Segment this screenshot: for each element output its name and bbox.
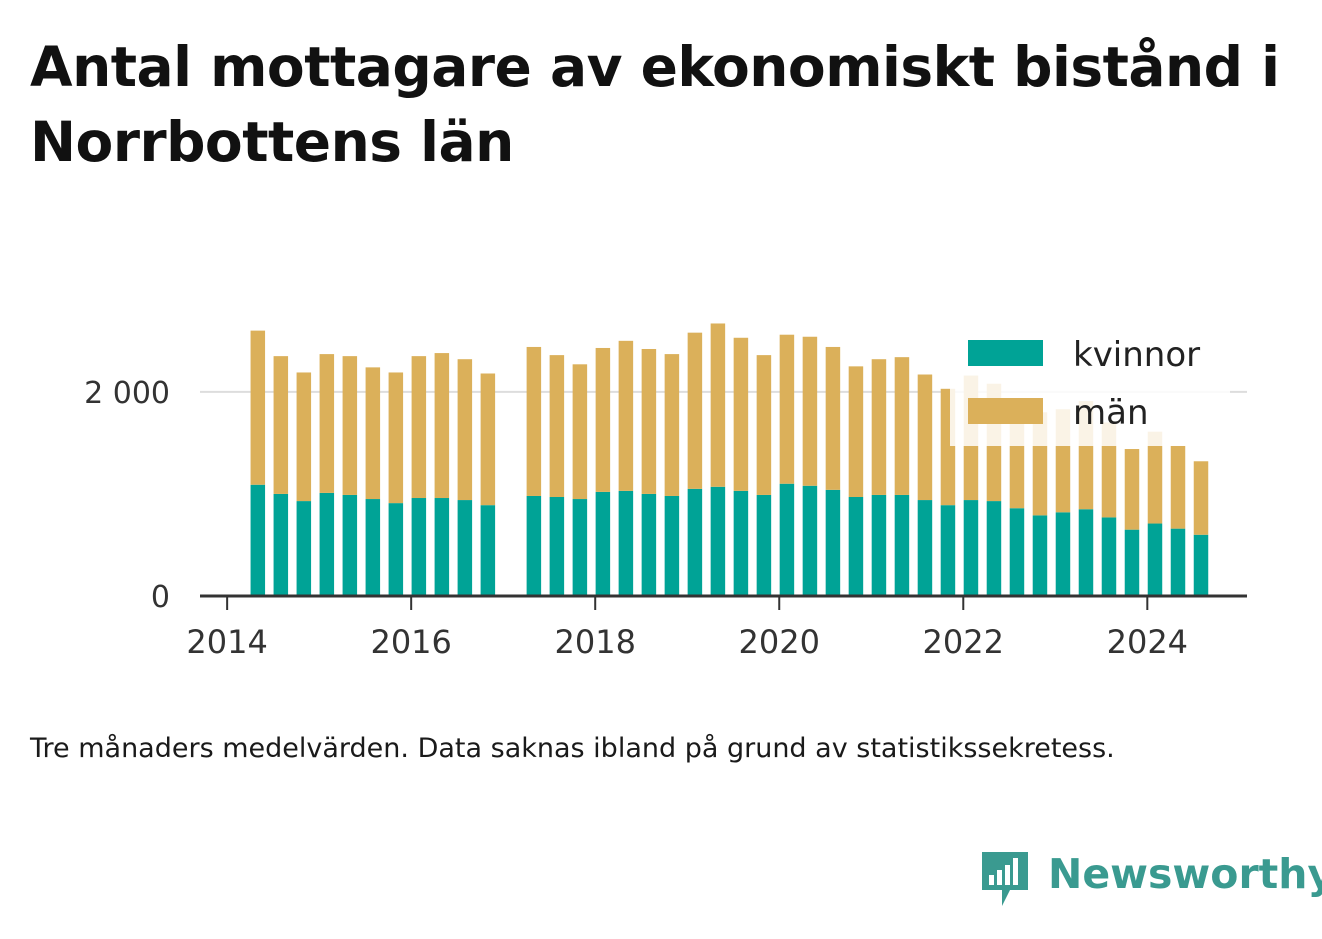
bar-kvinnor [1009, 508, 1025, 596]
bar-kvinnor [871, 494, 887, 596]
bar-man [802, 336, 818, 486]
bar-man [342, 356, 358, 495]
bar-kvinnor [756, 494, 772, 596]
bar-kvinnor [641, 493, 657, 596]
x-tick-label: 2022 [923, 623, 1004, 661]
bar-kvinnor [273, 493, 289, 596]
bar-man [618, 340, 634, 491]
bar-kvinnor [940, 505, 956, 596]
bar-man [273, 356, 289, 494]
bar-man [319, 354, 335, 493]
bar-man [733, 337, 749, 491]
bar-kvinnor [595, 491, 611, 596]
bar-man [779, 334, 795, 484]
bar-kvinnor [1032, 515, 1048, 596]
legend: kvinnor män [950, 326, 1230, 446]
bar-kvinnor [825, 489, 841, 596]
bar-kvinnor [687, 488, 703, 596]
bar-man [411, 356, 427, 499]
bar-man [1147, 431, 1163, 524]
bar-kvinnor [848, 496, 864, 596]
bar-kvinnor [342, 494, 358, 596]
bar-man [250, 330, 266, 485]
bar-man [848, 366, 864, 497]
bar-kvinnor [802, 485, 818, 596]
bar-kvinnor [1124, 529, 1140, 596]
x-tick-label: 2020 [739, 623, 820, 661]
bar-man [917, 374, 933, 501]
bar-kvinnor [664, 495, 680, 596]
bar-kvinnor [365, 499, 381, 596]
bar-kvinnor [733, 490, 749, 596]
bar-man [825, 346, 841, 490]
bar-man [388, 372, 404, 504]
bar-man [1124, 449, 1140, 530]
bar-kvinnor [526, 495, 542, 596]
bar-man [710, 323, 726, 487]
bar-kvinnor [894, 494, 910, 596]
bar-kvinnor [572, 499, 588, 596]
bar-kvinnor [319, 492, 335, 596]
bar-man [549, 355, 565, 497]
bar-man [434, 353, 450, 499]
bar-man [296, 372, 312, 502]
bar-kvinnor [457, 500, 473, 596]
legend-swatch-man [968, 398, 1043, 424]
bar-kvinnor [779, 483, 795, 596]
legend-swatch-kvinnor [968, 340, 1043, 366]
bar-man [595, 347, 611, 492]
x-tick-label: 2018 [554, 623, 635, 661]
bar-kvinnor [480, 505, 496, 596]
bar-man [871, 359, 887, 495]
x-tick-label: 2014 [186, 623, 267, 661]
brand-name: Newsworthy [1048, 850, 1322, 898]
bar-man [756, 355, 772, 495]
chart-caption: Tre månaders medelvärden. Data saknas ib… [30, 733, 1115, 764]
bar-man [894, 357, 910, 495]
bar-kvinnor [434, 498, 450, 596]
bar-kvinnor [549, 496, 565, 596]
bar-kvinnor [618, 490, 634, 596]
bar-kvinnor [986, 501, 1002, 596]
brand-logo: Newsworthy [980, 848, 1322, 908]
bar-man [572, 364, 588, 500]
bar-man [687, 332, 703, 489]
bar-kvinnor [1147, 523, 1163, 596]
axis-layer: 0 2 000 2014 2016 2018 2020 2022 2024 [84, 376, 1247, 661]
bar-kvinnor [1193, 534, 1209, 596]
legend-label-kvinnor: kvinnor [1073, 335, 1200, 375]
bar-kvinnor [296, 501, 312, 596]
bar-man [1170, 445, 1186, 529]
bar-man [480, 373, 496, 506]
chart-title: Antal mottagare av ekonomiskt bistånd i … [30, 35, 1280, 174]
legend-label-man: män [1073, 393, 1149, 433]
bar-man [457, 359, 473, 501]
x-tick-label: 2016 [370, 623, 451, 661]
bar-man [641, 348, 657, 494]
bar-kvinnor [250, 484, 266, 596]
newsworthy-logo-icon [982, 852, 1028, 906]
bar-kvinnor [388, 503, 404, 596]
bar-kvinnor [1170, 528, 1186, 596]
bar-kvinnor [710, 486, 726, 596]
bar-man [1101, 422, 1117, 518]
y-tick-label: 0 [151, 580, 170, 615]
y-tick-label: 2 000 [84, 376, 170, 411]
x-tick-label: 2024 [1107, 623, 1188, 661]
bar-kvinnor [1055, 512, 1071, 596]
bar-kvinnor [917, 500, 933, 596]
bar-man [1193, 461, 1209, 535]
bar-kvinnor [1078, 509, 1094, 596]
bar-kvinnor [963, 500, 979, 596]
bar-man [664, 354, 680, 496]
bar-kvinnor [411, 498, 427, 596]
bar-kvinnor [1101, 517, 1117, 596]
bar-man [526, 346, 542, 496]
bar-man [365, 367, 381, 500]
